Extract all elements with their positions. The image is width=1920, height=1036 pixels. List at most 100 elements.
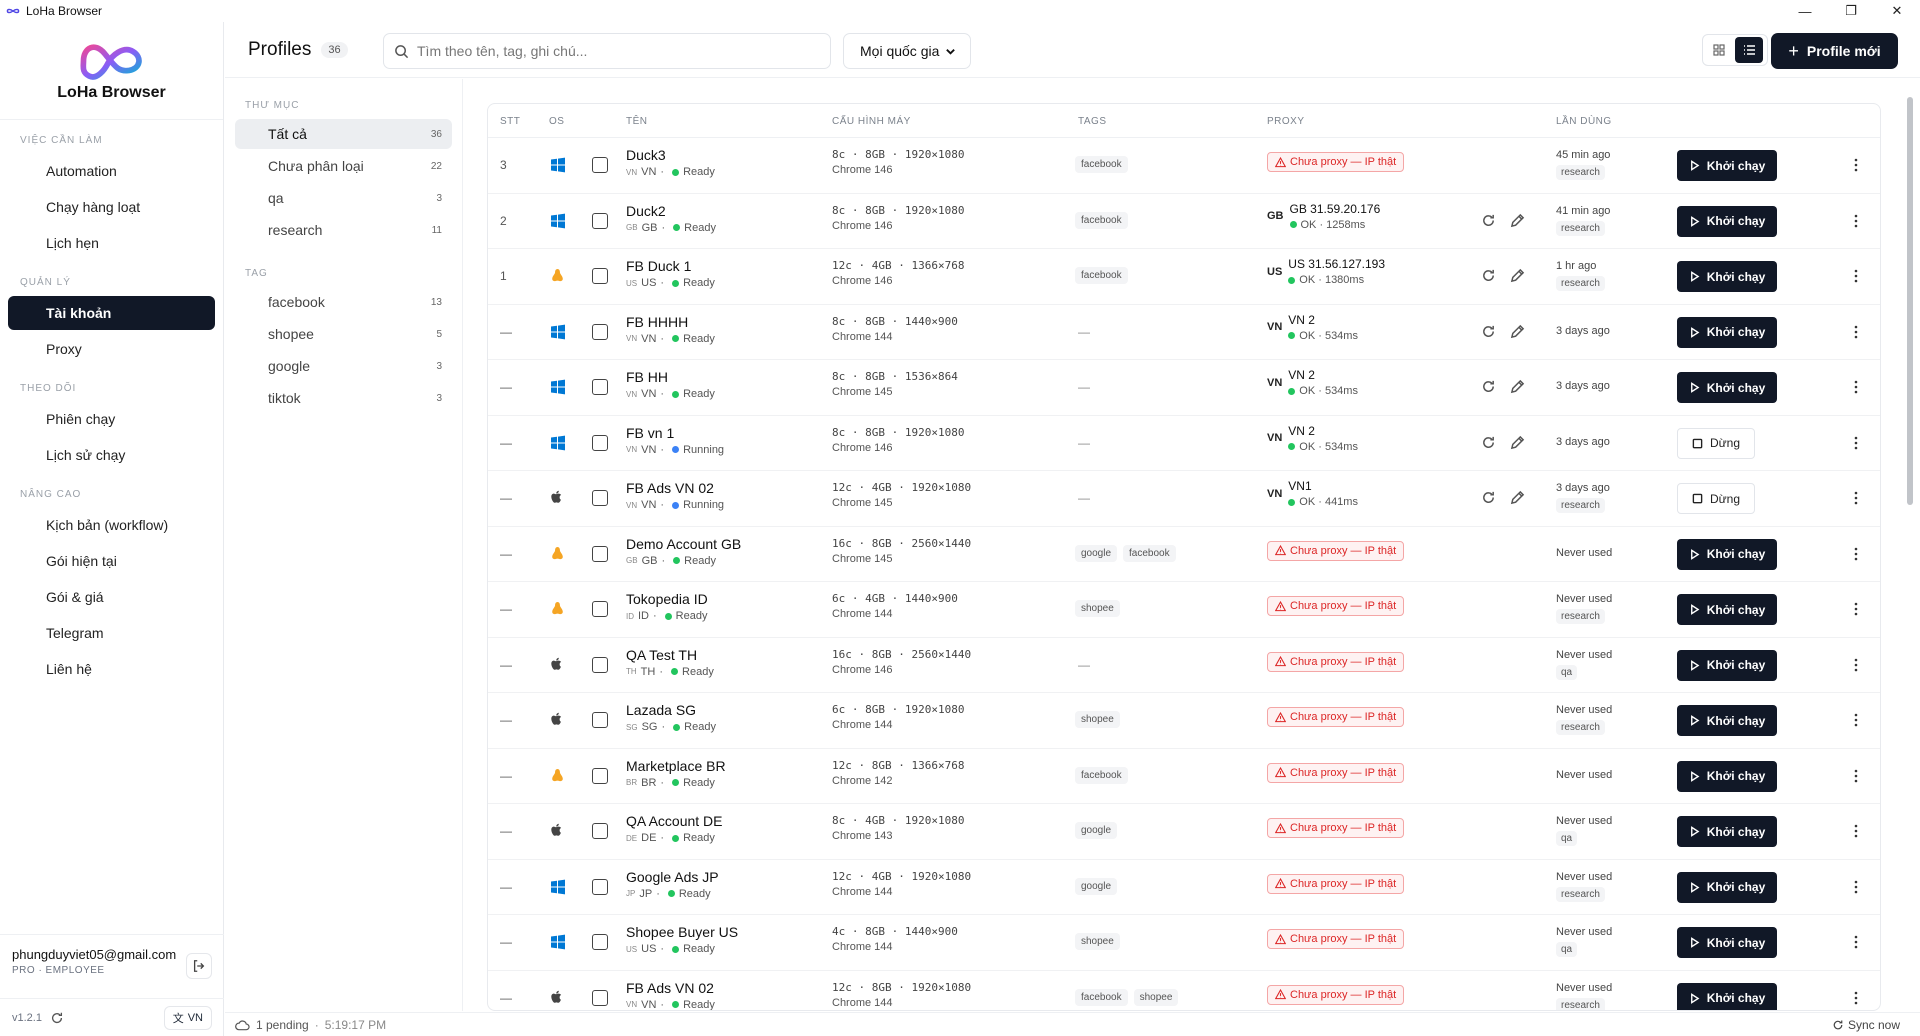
sidebar-item-ch-y-h-ng-lo-t[interactable]: Chạy hàng loạt bbox=[8, 190, 215, 224]
profile-name[interactable]: FB HH bbox=[626, 369, 668, 385]
col-name[interactable]: TÊN bbox=[626, 116, 648, 127]
row-more-button[interactable] bbox=[1853, 156, 1859, 174]
search-box[interactable] bbox=[383, 33, 831, 69]
launch-button[interactable]: Khởi chạy bbox=[1677, 538, 1777, 570]
country-select[interactable]: Mọi quốc gia bbox=[843, 33, 971, 69]
tag-chip[interactable]: facebook bbox=[1075, 156, 1128, 173]
folder-item[interactable]: research 11 bbox=[235, 215, 452, 245]
row-more-button[interactable] bbox=[1853, 323, 1859, 341]
folder-item[interactable]: Chưa phân loại 22 bbox=[235, 151, 452, 181]
sidebar-item-automation[interactable]: Automation bbox=[8, 154, 215, 188]
row-checkbox[interactable] bbox=[592, 323, 608, 340]
minimize-button[interactable]: — bbox=[1798, 3, 1812, 19]
row-checkbox[interactable] bbox=[592, 379, 608, 395]
launch-button[interactable]: Khởi chạy bbox=[1677, 816, 1777, 847]
tag-chip[interactable]: google bbox=[1075, 544, 1118, 562]
row-more-button[interactable] bbox=[1853, 600, 1859, 618]
profile-name[interactable]: FB Duck 1 bbox=[626, 258, 692, 274]
table-row[interactable]: — Google Ads JP JP JP · Ready 12c · 4GB · 1920… bbox=[488, 860, 1880, 915]
refresh-proxy-icon[interactable] bbox=[1481, 324, 1496, 339]
folder-chip[interactable]: research bbox=[1556, 498, 1605, 513]
no-proxy-badge[interactable]: Chưa proxy — IP thật bbox=[1267, 707, 1405, 727]
table-row[interactable]: — FB Ads VN 02 VN VN · Ready 12c · 8GB · 1920×… bbox=[488, 971, 1880, 1010]
row-more-button[interactable] bbox=[1853, 767, 1859, 785]
sidebar-item-g-i-gi-[interactable]: Gói & giá bbox=[8, 580, 215, 614]
edit-proxy-icon[interactable] bbox=[1510, 435, 1525, 450]
folder-chip[interactable]: qa bbox=[1556, 942, 1578, 957]
row-more-button[interactable] bbox=[1853, 933, 1859, 951]
table-row[interactable]: 3 Duck3 VN VN · Ready 8c · 8GB · 1920×1080 Chro… bbox=[488, 138, 1880, 194]
row-more-button[interactable] bbox=[1853, 989, 1859, 1007]
table-row[interactable]: — FB HHHH VN VN · Ready 8c · 8GB · 1440×900 Chr… bbox=[488, 305, 1880, 360]
profile-name[interactable]: Marketplace BR bbox=[626, 757, 726, 774]
folder-item[interactable]: qa 3 bbox=[235, 183, 452, 213]
folder-chip[interactable]: research bbox=[1556, 220, 1605, 236]
row-checkbox[interactable] bbox=[592, 823, 608, 839]
table-row[interactable]: — FB Ads VN 02 VN VN · Running 12c · 4GB · 192… bbox=[488, 471, 1880, 527]
sidebar-item-g-i-hi-n-t-i[interactable]: Gói hiện tại bbox=[8, 544, 215, 578]
no-proxy-badge[interactable]: Chưa proxy — IP thật bbox=[1267, 762, 1405, 783]
row-checkbox[interactable] bbox=[592, 712, 608, 728]
row-checkbox[interactable] bbox=[592, 989, 608, 1006]
launch-button[interactable]: Khởi chạy bbox=[1677, 372, 1777, 403]
sidebar-item-l-ch-s-ch-y[interactable]: Lịch sử chạy bbox=[8, 438, 215, 472]
maximize-button[interactable]: ❐ bbox=[1845, 3, 1857, 18]
stop-button[interactable]: Dừng bbox=[1677, 427, 1755, 459]
row-more-button[interactable] bbox=[1853, 711, 1859, 729]
refresh-proxy-icon[interactable] bbox=[1481, 490, 1496, 505]
tag-chip[interactable]: facebook bbox=[1123, 544, 1176, 562]
tag-chip[interactable]: google bbox=[1075, 822, 1118, 839]
launch-button[interactable]: Khởi chạy bbox=[1677, 982, 1777, 1010]
list-view-button[interactable] bbox=[1735, 37, 1763, 63]
launch-button[interactable]: Khởi chạy bbox=[1677, 205, 1777, 237]
scrollbar-thumb[interactable] bbox=[1907, 97, 1913, 505]
row-checkbox[interactable] bbox=[592, 434, 608, 451]
edit-proxy-icon[interactable] bbox=[1510, 324, 1525, 339]
tag-chip[interactable]: facebook bbox=[1075, 267, 1128, 284]
no-proxy-badge[interactable]: Chưa proxy — IP thật bbox=[1267, 984, 1405, 1005]
no-proxy-badge[interactable]: Chưa proxy — IP thật bbox=[1267, 540, 1405, 561]
edit-proxy-icon[interactable] bbox=[1510, 379, 1525, 394]
new-profile-button[interactable]: + Profile mới bbox=[1771, 33, 1898, 69]
row-checkbox[interactable] bbox=[592, 268, 608, 284]
refresh-proxy-icon[interactable] bbox=[1481, 268, 1496, 283]
tag-chip[interactable]: google bbox=[1075, 877, 1118, 895]
no-proxy-badge[interactable]: Chưa proxy — IP thật bbox=[1267, 152, 1405, 172]
row-more-button[interactable] bbox=[1853, 822, 1859, 840]
table-row[interactable]: — Marketplace BR BR BR · Ready 12c · 8GB · 136… bbox=[488, 749, 1880, 804]
edit-proxy-icon[interactable] bbox=[1510, 268, 1525, 283]
launch-button[interactable]: Khởi chạy bbox=[1677, 760, 1777, 792]
refresh-proxy-icon[interactable] bbox=[1481, 435, 1496, 450]
search-input[interactable] bbox=[417, 43, 817, 59]
sync-now-button[interactable]: Sync now bbox=[1832, 1018, 1900, 1032]
table-row[interactable]: — QA Account DE DE DE · Ready 8c · 4GB · 1920×… bbox=[488, 804, 1880, 860]
tag-item[interactable]: google 3 bbox=[235, 351, 452, 381]
profile-name[interactable]: Shopee Buyer US bbox=[626, 924, 739, 940]
table-row[interactable]: — Shopee Buyer US US US · Ready 4c · 8GB · 144… bbox=[488, 915, 1880, 971]
folder-chip[interactable]: research bbox=[1556, 997, 1605, 1010]
row-checkbox[interactable] bbox=[592, 545, 608, 562]
folder-chip[interactable]: research bbox=[1556, 165, 1605, 180]
no-proxy-badge[interactable]: Chưa proxy — IP thật bbox=[1267, 873, 1405, 894]
stop-button[interactable]: Dừng bbox=[1677, 483, 1755, 514]
row-more-button[interactable] bbox=[1853, 656, 1859, 674]
table-row[interactable]: — Tokopedia ID ID ID · Ready 6c · 4GB · 1440×9… bbox=[488, 582, 1880, 638]
profile-name[interactable]: FB HHHH bbox=[626, 313, 689, 330]
launch-button[interactable]: Khởi chạy bbox=[1677, 649, 1777, 681]
row-more-button[interactable] bbox=[1853, 489, 1859, 507]
no-proxy-badge[interactable]: Chưa proxy — IP thật bbox=[1267, 818, 1405, 838]
profile-name[interactable]: FB Ads VN 02 bbox=[626, 979, 714, 996]
profile-name[interactable]: Demo Account GB bbox=[626, 535, 742, 552]
launch-button[interactable]: Khởi chạy bbox=[1677, 871, 1777, 903]
launch-button[interactable]: Khởi chạy bbox=[1677, 927, 1777, 958]
folder-chip[interactable]: qa bbox=[1556, 664, 1578, 680]
profile-name[interactable]: QA Test TH bbox=[626, 646, 698, 663]
launch-button[interactable]: Khởi chạy bbox=[1677, 705, 1777, 736]
close-window-button[interactable]: ✕ bbox=[1891, 3, 1903, 18]
row-checkbox[interactable] bbox=[592, 212, 608, 229]
tag-item[interactable]: tiktok 3 bbox=[235, 383, 452, 413]
row-checkbox[interactable] bbox=[592, 767, 608, 784]
scrollbar[interactable] bbox=[1905, 79, 1915, 1011]
profile-name[interactable]: Duck2 bbox=[626, 202, 666, 219]
folder-item[interactable]: Tất cả 36 bbox=[235, 119, 452, 149]
